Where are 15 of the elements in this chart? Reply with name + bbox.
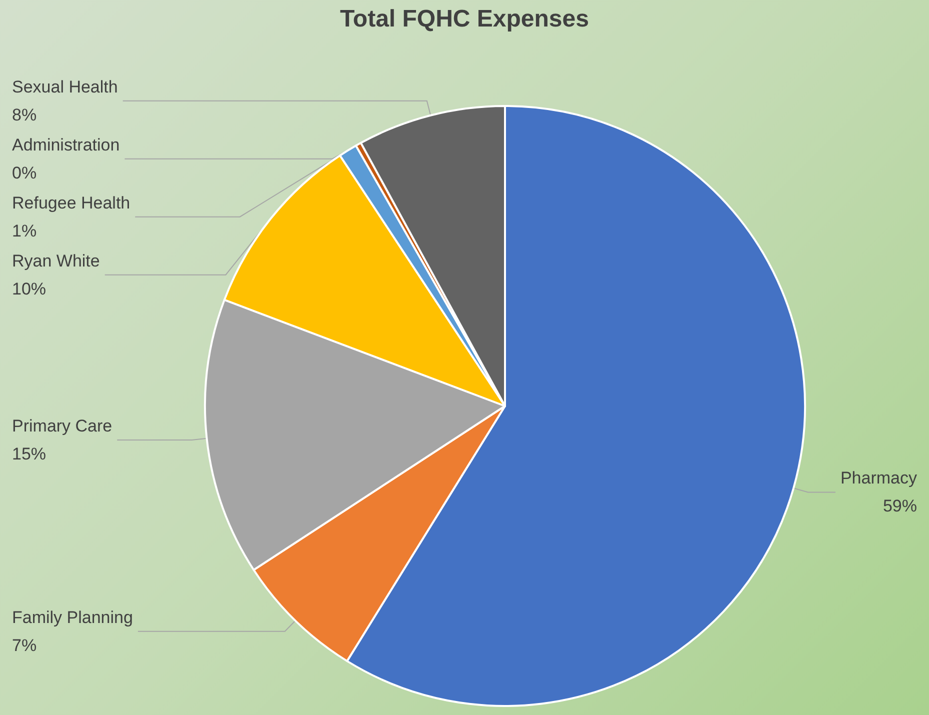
data-label: 1% [12, 221, 37, 240]
slice-label: Family Planning [12, 608, 133, 627]
slice-label: Pharmacy [840, 468, 918, 488]
chart-title: Total FQHC Expenses [340, 6, 589, 32]
data-label: 8% [12, 105, 37, 124]
data-label: 7% [12, 636, 37, 655]
data-label: 59% [882, 496, 917, 516]
data-label: 10% [12, 279, 46, 298]
data-label: 0% [12, 163, 37, 182]
slice-label: Ryan White [12, 251, 100, 270]
slice-label: Primary Care [12, 416, 112, 436]
slice-label: Sexual Health [12, 77, 118, 96]
slice-label: Administration [12, 135, 120, 154]
data-label: 15% [12, 444, 46, 464]
slice-label: Refugee Health [12, 193, 130, 212]
